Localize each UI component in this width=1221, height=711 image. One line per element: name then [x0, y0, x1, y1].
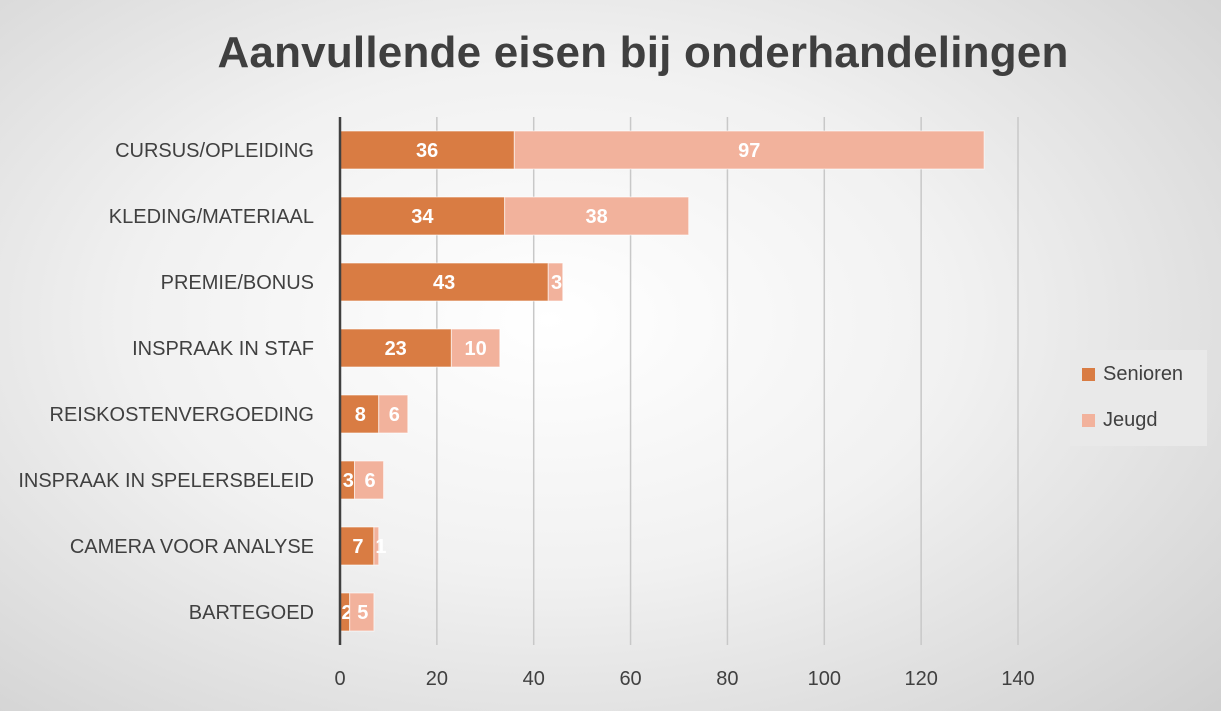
data-label: 36 — [416, 140, 438, 162]
data-label: 43 — [433, 272, 455, 294]
x-tick-label: 60 — [619, 668, 641, 690]
category-label: KLEDING/MATERIAAL — [109, 206, 314, 228]
data-label: 3 — [343, 470, 354, 492]
x-tick-label: 120 — [904, 668, 937, 690]
bar-jeugd — [547, 262, 564, 302]
legend-swatch-senioren — [1082, 368, 1095, 381]
bar-jeugd — [450, 328, 501, 368]
data-label: 6 — [364, 470, 375, 492]
category-label: INSPRAAK IN SPELERSBELEID — [18, 470, 314, 492]
x-tick-label: 40 — [523, 668, 545, 690]
category-label: CURSUS/OPLEIDING — [115, 140, 314, 162]
category-label: PREMIE/BONUS — [161, 272, 314, 294]
data-label: 2 — [341, 602, 352, 624]
category-label: BARTEGOED — [189, 602, 314, 624]
bar-jeugd — [513, 130, 985, 170]
data-label: 5 — [357, 602, 368, 624]
x-tick-label: 20 — [426, 668, 448, 690]
legend-label-jeugd: Jeugd — [1103, 409, 1158, 431]
bar-jeugd — [504, 196, 690, 236]
data-label: 6 — [389, 404, 400, 426]
legend-swatch-jeugd — [1082, 414, 1095, 427]
data-label: 97 — [738, 140, 760, 162]
category-label: INSPRAAK IN STAF — [132, 338, 314, 360]
legend: Senioren Jeugd — [1070, 350, 1207, 446]
x-tick-label: 140 — [1001, 668, 1034, 690]
bar-jeugd — [354, 460, 385, 500]
data-label: 3 — [551, 272, 562, 294]
data-label: 23 — [385, 338, 407, 360]
x-tick-label: 0 — [334, 668, 345, 690]
legend-label-senioren: Senioren — [1103, 363, 1184, 385]
bar-jeugd — [378, 394, 409, 434]
legend-item-jeugd: Jeugd — [1082, 409, 1158, 432]
chart-title: Aanvullende eisen bij onderhandelingen — [217, 28, 1069, 77]
bar-jeugd — [373, 526, 380, 566]
data-label: 38 — [586, 206, 608, 228]
legend-item-senioren: Senioren — [1082, 363, 1183, 386]
bar-senioren — [339, 526, 375, 566]
x-tick-label: 100 — [808, 668, 841, 690]
data-label: 1 — [375, 536, 386, 558]
bar-jeugd — [349, 592, 375, 632]
data-label: 7 — [352, 536, 363, 558]
category-label: REISKOSTENVERGOEDING — [50, 404, 315, 426]
data-label: 10 — [464, 338, 486, 360]
category-label: CAMERA VOOR ANALYSE — [70, 536, 314, 558]
data-label: 34 — [411, 206, 434, 228]
data-label: 8 — [355, 404, 366, 426]
x-tick-label: 80 — [716, 668, 738, 690]
